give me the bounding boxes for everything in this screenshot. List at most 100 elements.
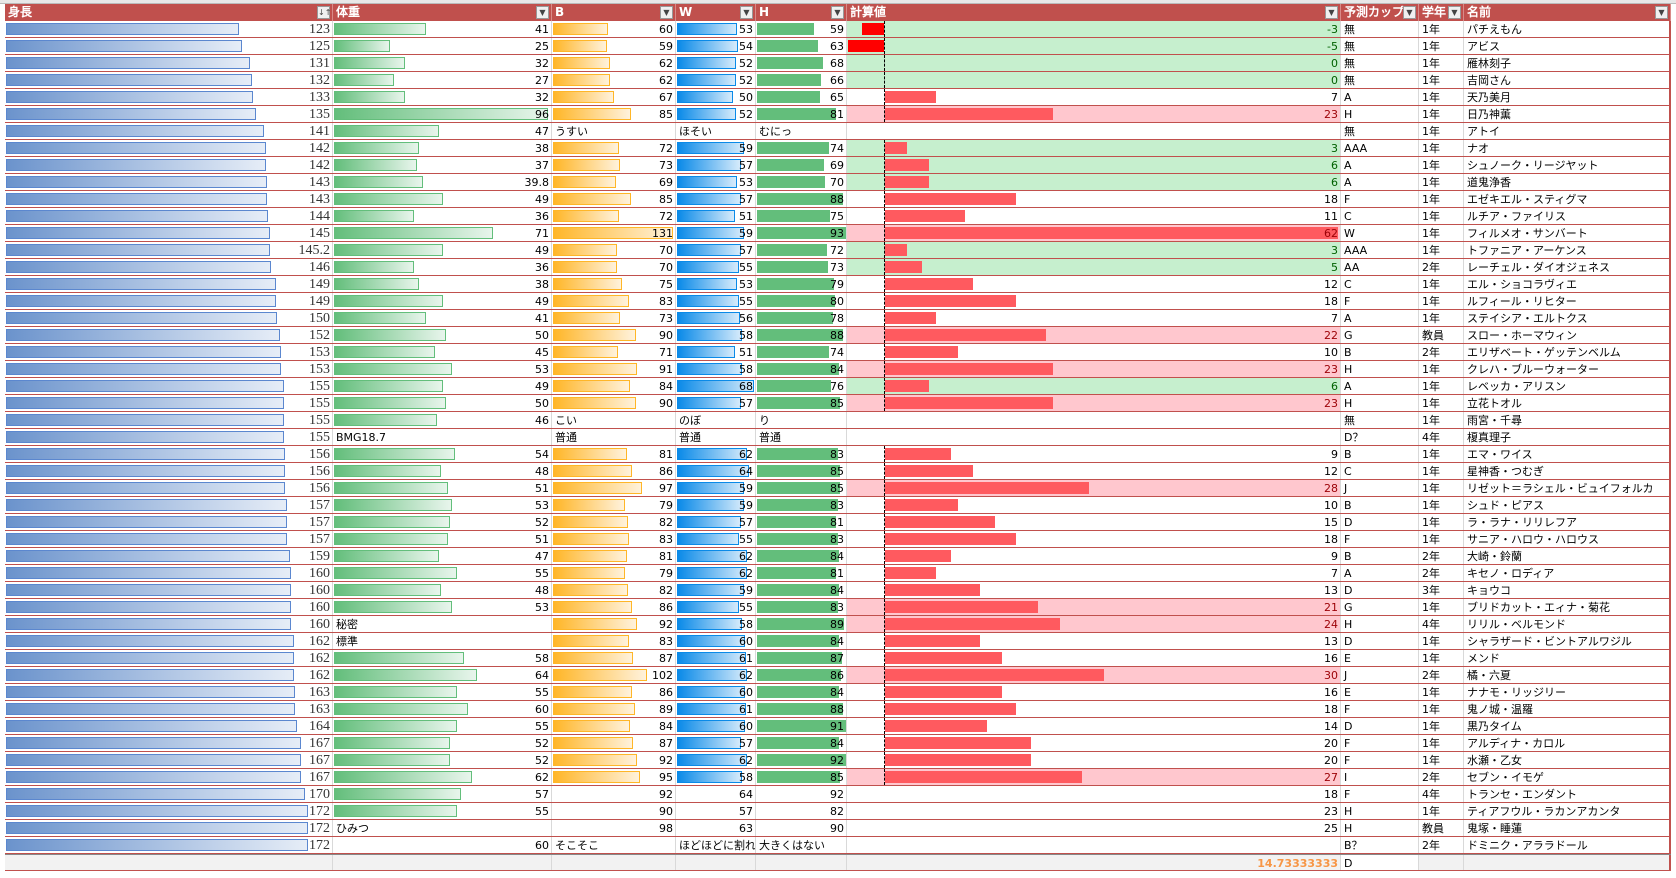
cell-height[interactable]: 172 [5, 803, 333, 819]
filter-dropdown-icon[interactable]: ▼ [660, 6, 673, 19]
cell-hip[interactable]: 87 [756, 650, 847, 666]
cell-name[interactable]: 天乃美月 [1464, 89, 1671, 105]
header-name[interactable]: 名前 ▼ [1464, 4, 1671, 21]
cell-cup[interactable]: H [1341, 616, 1419, 632]
cell-calc[interactable]: 7 [847, 310, 1341, 326]
cell-waist[interactable]: 55 [676, 293, 756, 309]
cell-weight[interactable]: 60 [333, 701, 552, 717]
cell-hip[interactable]: 83 [756, 497, 847, 513]
cell-cup[interactable]: F [1341, 293, 1419, 309]
cell-height[interactable]: 164 [5, 718, 333, 734]
cell-name[interactable]: フィルメオ・サンバート [1464, 225, 1671, 241]
cell-height[interactable]: 155 [5, 412, 333, 428]
cell-calc[interactable]: 12 [847, 276, 1341, 292]
cell-height[interactable]: 146 [5, 259, 333, 275]
cell-weight[interactable]: 41 [333, 21, 552, 37]
cell-grade[interactable]: 1年 [1419, 157, 1464, 173]
cell-waist[interactable]: 58 [676, 327, 756, 343]
cell-waist[interactable]: 57 [676, 242, 756, 258]
total-bust[interactable] [552, 855, 676, 870]
cell-bust[interactable]: 90 [552, 395, 676, 411]
cell-bust[interactable]: 84 [552, 718, 676, 734]
cell-height[interactable]: 162 [5, 667, 333, 683]
cell-bust[interactable]: 86 [552, 599, 676, 615]
cell-grade[interactable]: 2年 [1419, 667, 1464, 683]
cell-name[interactable]: メンド [1464, 650, 1671, 666]
cell-weight[interactable]: 39.8 [333, 174, 552, 190]
cell-weight[interactable]: ひみつ [333, 820, 552, 836]
cell-hip[interactable]: 81 [756, 106, 847, 122]
cell-calc[interactable]: 18 [847, 701, 1341, 717]
cell-calc[interactable]: 24 [847, 616, 1341, 632]
cell-bust[interactable]: 92 [552, 786, 676, 802]
cell-cup[interactable]: AAA [1341, 140, 1419, 156]
total-weight[interactable] [333, 855, 552, 870]
cell-waist[interactable]: 50 [676, 89, 756, 105]
cell-calc[interactable]: 9 [847, 446, 1341, 462]
cell-cup[interactable]: AAA [1341, 242, 1419, 258]
cell-weight[interactable]: 64 [333, 667, 552, 683]
cell-cup[interactable]: W [1341, 225, 1419, 241]
cell-hip[interactable]: 83 [756, 531, 847, 547]
cell-calc[interactable]: 7 [847, 89, 1341, 105]
cell-waist[interactable]: 64 [676, 786, 756, 802]
cell-cup[interactable]: C [1341, 463, 1419, 479]
cell-name[interactable]: シュド・ピアス [1464, 497, 1671, 513]
cell-cup[interactable]: J [1341, 667, 1419, 683]
total-hip[interactable] [756, 855, 847, 870]
cell-waist[interactable]: 59 [676, 497, 756, 513]
cell-cup[interactable]: A [1341, 565, 1419, 581]
cell-hip[interactable]: 75 [756, 208, 847, 224]
cell-cup[interactable]: E [1341, 650, 1419, 666]
cell-calc[interactable]: 28 [847, 480, 1341, 496]
cell-cup[interactable]: D [1341, 582, 1419, 598]
cell-name[interactable]: アルディナ・カロル [1464, 735, 1671, 751]
cell-weight[interactable]: 32 [333, 89, 552, 105]
cell-calc[interactable]: 6 [847, 378, 1341, 394]
cell-grade[interactable]: 1年 [1419, 293, 1464, 309]
cell-waist[interactable]: 57 [676, 803, 756, 819]
cell-name[interactable]: 黒乃タイム [1464, 718, 1671, 734]
header-hip[interactable]: H ▼ [756, 4, 847, 21]
cell-height[interactable]: 149 [5, 293, 333, 309]
cell-height[interactable]: 156 [5, 446, 333, 462]
cell-height[interactable]: 149 [5, 276, 333, 292]
cell-weight[interactable]: 53 [333, 599, 552, 615]
cell-calc[interactable]: -5 [847, 38, 1341, 54]
cell-grade[interactable]: 2年 [1419, 837, 1464, 853]
cell-waist[interactable]: 57 [676, 514, 756, 530]
cell-waist[interactable]: 61 [676, 701, 756, 717]
cell-name[interactable]: パチえもん [1464, 21, 1671, 37]
cell-waist[interactable]: 55 [676, 259, 756, 275]
cell-cup[interactable]: B？ [1341, 837, 1419, 853]
cell-grade[interactable]: 1年 [1419, 633, 1464, 649]
cell-name[interactable]: セブン・イモゲ [1464, 769, 1671, 785]
cell-hip[interactable]: 91 [756, 718, 847, 734]
cell-weight[interactable]: 46 [333, 412, 552, 428]
cell-cup[interactable]: A [1341, 378, 1419, 394]
cell-hip[interactable]: 73 [756, 259, 847, 275]
cell-name[interactable]: レベッカ・アリスン [1464, 378, 1671, 394]
cell-calc[interactable]: 5 [847, 259, 1341, 275]
cell-name[interactable]: ナオ [1464, 140, 1671, 156]
cell-height[interactable]: 132 [5, 72, 333, 88]
total-cup[interactable]: D [1341, 855, 1419, 870]
cell-name[interactable]: シャラザード・ビントアルワジル [1464, 633, 1671, 649]
cell-bust[interactable]: 75 [552, 276, 676, 292]
cell-bust[interactable]: 81 [552, 548, 676, 564]
cell-calc[interactable]: 20 [847, 735, 1341, 751]
cell-name[interactable]: 立花トオル [1464, 395, 1671, 411]
cell-bust[interactable]: 97 [552, 480, 676, 496]
cell-hip[interactable]: 85 [756, 395, 847, 411]
cell-hip[interactable]: 80 [756, 293, 847, 309]
cell-calc[interactable]: 0 [847, 72, 1341, 88]
cell-cup[interactable]: H [1341, 803, 1419, 819]
header-weight[interactable]: 体重 ▼ [333, 4, 552, 21]
cell-cup[interactable]: I [1341, 769, 1419, 785]
cell-weight[interactable]: 49 [333, 293, 552, 309]
total-waist[interactable] [676, 855, 756, 870]
cell-height[interactable]: 125 [5, 38, 333, 54]
cell-grade[interactable]: 2年 [1419, 344, 1464, 360]
cell-grade[interactable]: 2年 [1419, 769, 1464, 785]
cell-height[interactable]: 172 [5, 837, 333, 853]
